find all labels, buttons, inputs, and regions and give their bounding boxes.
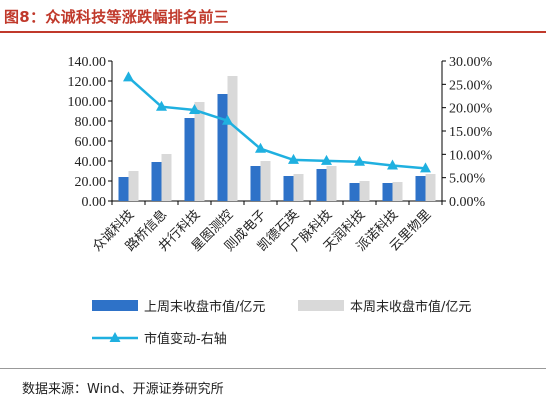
- bar-prev-week: [184, 118, 195, 201]
- change-point-marker: [420, 162, 431, 173]
- left-axis-tick-label: 0.00: [82, 195, 107, 210]
- legend-swatch-prev-week: [92, 300, 138, 311]
- left-axis-tick-label: 120.00: [68, 75, 107, 90]
- legend-label-this-week: 本周末收盘市值/亿元: [350, 299, 471, 315]
- left-axis-tick-label: 20.00: [75, 175, 107, 190]
- bar-this-week: [260, 161, 271, 201]
- source-note: 数据来源：Wind、开源证券研究所: [22, 382, 224, 397]
- source-divider: [0, 368, 546, 369]
- bar-prev-week: [250, 166, 261, 201]
- change-point-marker: [156, 100, 167, 111]
- legend-label-prev-week: 上周末收盘市值/亿元: [144, 299, 265, 315]
- change-point-marker: [387, 159, 398, 170]
- legend-swatch-this-week: [298, 300, 344, 311]
- left-axis-tick-label: 140.00: [68, 55, 107, 70]
- left-axis-tick-label: 60.00: [75, 135, 107, 150]
- bar-prev-week: [151, 162, 162, 201]
- left-axis-tick-label: 40.00: [75, 155, 107, 170]
- right-axis-tick-label: 0.00%: [449, 195, 486, 210]
- right-axis-tick-label: 10.00%: [449, 148, 493, 163]
- bar-this-week: [359, 181, 370, 201]
- bar-prev-week: [217, 94, 228, 201]
- bar-this-week: [425, 174, 436, 201]
- change-point-marker: [255, 142, 266, 153]
- bar-this-week: [293, 174, 304, 201]
- bar-prev-week: [283, 176, 294, 201]
- right-axis-tick-label: 30.00%: [449, 55, 493, 70]
- bar-prev-week: [382, 183, 393, 201]
- change-point-marker: [189, 104, 200, 114]
- right-axis-tick-label: 25.00%: [449, 78, 493, 93]
- bar-this-week: [326, 166, 337, 201]
- left-axis-tick-label: 80.00: [75, 115, 107, 130]
- bar-this-week: [161, 154, 172, 201]
- left-axis-tick-label: 100.00: [68, 95, 107, 110]
- legend-label-change: 市值变动-右轴: [144, 331, 227, 347]
- right-axis-tick-label: 15.00%: [449, 125, 493, 140]
- chart-area: 0.00 20.00 40.00 60.00 80.00 100.00 120.00 140.…: [68, 55, 493, 347]
- bar-this-week: [227, 76, 238, 201]
- legend-marker-change: [109, 332, 121, 342]
- right-axis-tick-label: 20.00%: [449, 102, 493, 117]
- change-point-marker: [222, 114, 233, 125]
- bar-prev-week: [415, 176, 426, 201]
- bar-prev-week: [118, 177, 129, 201]
- bar-this-week: [194, 102, 205, 201]
- title-divider: [0, 31, 546, 33]
- bar-prev-week: [349, 183, 360, 201]
- change-line: [127, 76, 426, 170]
- chart-title: 图8：众诚科技等涨跌幅排名前三: [4, 8, 229, 26]
- change-point-marker: [123, 71, 134, 82]
- bar-this-week: [392, 182, 403, 201]
- change-point-marker: [321, 154, 332, 165]
- right-axis-tick-label: 5.00%: [449, 172, 486, 187]
- change-point-marker: [354, 155, 365, 166]
- bar-prev-week: [316, 169, 327, 201]
- change-point-marker: [288, 153, 299, 164]
- bar-this-week: [128, 171, 139, 201]
